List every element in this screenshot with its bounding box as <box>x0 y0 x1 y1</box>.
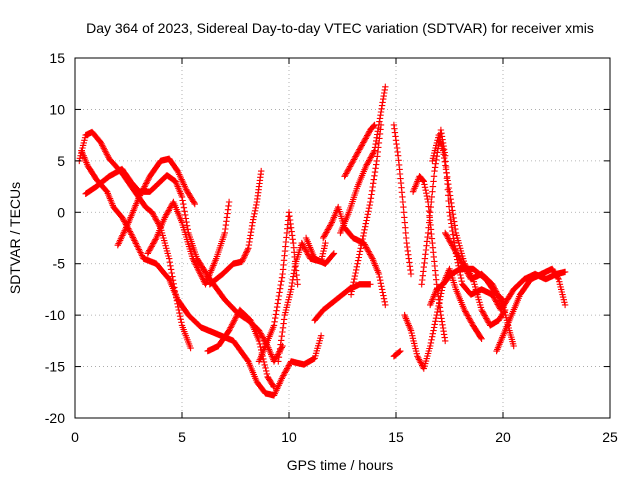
data-markers <box>144 198 233 288</box>
y-tick-label: 0 <box>57 204 65 220</box>
y-tick-label: -5 <box>53 256 66 272</box>
data-markers <box>114 155 198 249</box>
y-axis-label: SDTVAR / TECUs <box>7 182 23 294</box>
gridlines <box>75 58 610 418</box>
data-markers <box>341 121 378 180</box>
x-tick-label: 5 <box>178 429 186 445</box>
series-track-11 <box>311 281 374 324</box>
series-track-19 <box>409 173 449 345</box>
x-tick-label: 15 <box>388 429 404 445</box>
series-track-2 <box>78 147 325 399</box>
series-track-8 <box>255 209 301 365</box>
data-markers <box>78 147 325 399</box>
y-tick-label: -20 <box>45 410 65 426</box>
x-axis-label: GPS time / hours <box>287 457 394 473</box>
data-markers <box>206 167 265 288</box>
axis-ticks: 0 5 10 15 20 25 -20 -15 -10 -5 0 5 10 15 <box>45 50 618 445</box>
x-tick-label: 25 <box>602 429 618 445</box>
data-markers <box>409 173 449 345</box>
series-track-24 <box>493 265 569 355</box>
y-tick-label: -15 <box>45 359 65 375</box>
data-markers <box>347 121 385 298</box>
series-track-14 <box>347 121 385 298</box>
x-tick-label: 0 <box>71 429 79 445</box>
data-markers <box>390 121 415 278</box>
series-track-4 <box>114 155 198 249</box>
series-track-16 <box>390 121 415 278</box>
data-markers <box>311 281 374 324</box>
data-markers <box>204 306 278 391</box>
series-track-6 <box>204 306 278 391</box>
plot-frame <box>74 57 611 419</box>
x-tick-label: 10 <box>281 429 297 445</box>
data-markers <box>390 347 404 360</box>
x-tick-label: 20 <box>495 429 511 445</box>
y-tick-label: 15 <box>49 50 65 66</box>
chart-title: Day 364 of 2023, Sidereal Day-to-day VTE… <box>86 20 594 36</box>
y-tick-label: -10 <box>45 307 65 323</box>
y-tick-label: 10 <box>49 101 65 117</box>
series-track-5 <box>144 198 233 288</box>
series-track-7 <box>206 167 265 288</box>
y-tick-label: 5 <box>57 153 65 169</box>
data-points <box>76 83 569 399</box>
series-track-10 <box>302 234 338 267</box>
data-markers <box>302 234 338 267</box>
series-track-13 <box>337 83 389 237</box>
data-markers <box>493 265 569 355</box>
data-markers <box>337 83 389 237</box>
series-track-17 <box>390 347 404 360</box>
data-markers <box>255 209 301 365</box>
series-track-15 <box>341 121 378 180</box>
